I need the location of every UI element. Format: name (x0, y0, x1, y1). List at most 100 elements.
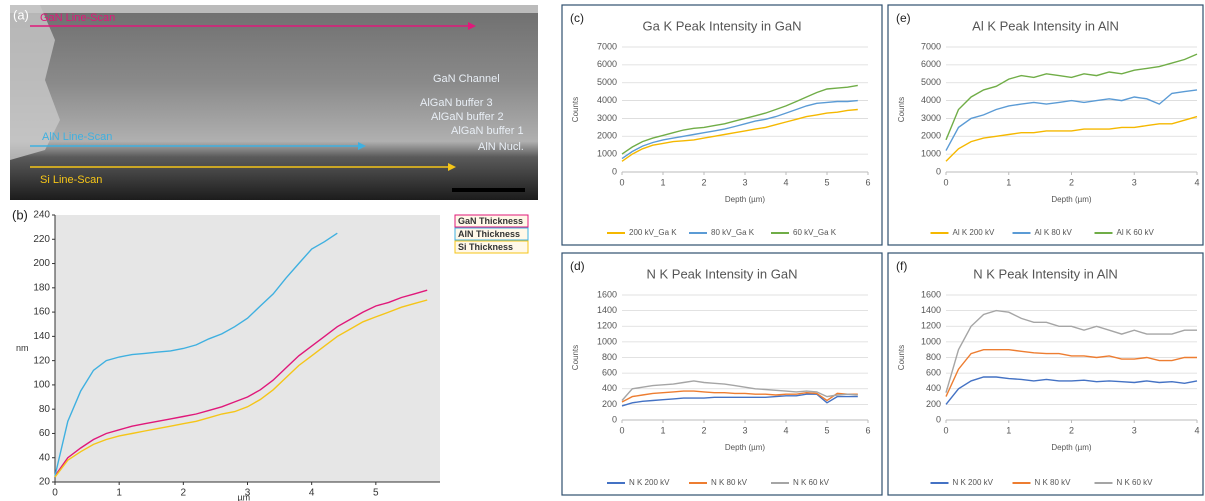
chart-title: Ga K Peak Intensity in GaN (643, 18, 802, 33)
data-line (946, 90, 1197, 151)
x-tick-label: 5 (824, 425, 829, 435)
y-tick-label: 120 (33, 355, 50, 366)
y-tick-label: 5000 (597, 77, 617, 87)
data-line (946, 54, 1197, 140)
data-line (622, 110, 858, 162)
legend-label: 60 kV_Ga K (793, 228, 837, 237)
legend-label: AlN Thickness (458, 229, 520, 239)
x-tick-label: 3 (742, 425, 747, 435)
y-tick-label: 1400 (597, 305, 617, 315)
legend-label: 200 kV_Ga K (629, 228, 677, 237)
y-tick-label: 400 (926, 383, 941, 393)
y-tick-label: 800 (926, 352, 941, 362)
x-tick-label: 5 (373, 488, 379, 499)
y-tick-label: 1000 (921, 149, 941, 159)
x-axis-label: Depth (µm) (1051, 443, 1092, 452)
y-tick-label: 3000 (921, 113, 941, 123)
y-tick-label: 0 (936, 166, 941, 176)
y-axis-label: Counts (571, 97, 580, 122)
legend-label: N K 60 kV (1117, 478, 1154, 487)
x-tick-label: 2 (701, 177, 706, 187)
x-tick-label: 2 (181, 488, 187, 499)
scan-label: GaN Line-Scan (40, 12, 115, 24)
x-tick-label: 2 (701, 425, 706, 435)
scan-label: Si Line-Scan (40, 174, 102, 186)
layer-label: AlGaN buffer 2 (431, 111, 504, 123)
legend-label: Si Thickness (458, 242, 513, 252)
y-axis-label: Counts (571, 345, 580, 370)
chart-title: Al K Peak Intensity in AlN (972, 18, 1119, 33)
x-tick-label: 0 (52, 488, 58, 499)
y-tick-label: 5000 (921, 77, 941, 87)
x-tick-label: 0 (943, 425, 948, 435)
y-tick-label: 1200 (921, 321, 941, 331)
y-axis-label: nm (16, 343, 29, 353)
data-line (946, 117, 1197, 162)
legend-label: N K 80 kV (711, 478, 748, 487)
y-tick-label: 100 (33, 380, 50, 391)
scan-label: AlN Line-Scan (42, 131, 112, 143)
y-tick-label: 80 (39, 404, 51, 415)
legend-label: 80 kV_Ga K (711, 228, 755, 237)
y-tick-label: 7000 (921, 41, 941, 51)
y-tick-label: 0 (612, 414, 617, 424)
y-tick-label: 600 (926, 368, 941, 378)
legend-label: Al K 200 kV (953, 228, 995, 237)
y-tick-label: 1000 (921, 336, 941, 346)
figure: (a) GaN Line-Scan AlN Line-Scan Si Line-… (0, 0, 1205, 501)
legend-label: GaN Thickness (458, 216, 523, 226)
x-tick-label: 6 (865, 425, 870, 435)
legend-label: Al K 80 kV (1035, 228, 1073, 237)
y-tick-label: 1600 (921, 289, 941, 299)
x-tick-label: 4 (1194, 177, 1199, 187)
x-tick-label: 1 (116, 488, 122, 499)
panel-label: (f) (896, 259, 907, 273)
y-tick-label: 200 (602, 399, 617, 409)
x-tick-label: 1 (1006, 425, 1011, 435)
x-tick-label: 6 (865, 177, 870, 187)
data-line (622, 101, 858, 159)
x-tick-label: 1 (660, 425, 665, 435)
x-tick-label: 1 (1006, 177, 1011, 187)
layer-label: AlN Nucl. (478, 141, 524, 153)
y-tick-label: 1000 (597, 149, 617, 159)
x-tick-label: 3 (1132, 177, 1137, 187)
x-tick-label: 4 (783, 425, 788, 435)
y-tick-label: 400 (602, 383, 617, 393)
x-tick-label: 0 (943, 177, 948, 187)
legend-label: N K 60 kV (793, 478, 830, 487)
x-tick-label: 3 (1132, 425, 1137, 435)
plot-background (55, 215, 440, 482)
y-tick-label: 40 (39, 452, 51, 463)
y-tick-label: 200 (33, 258, 50, 269)
y-tick-label: 140 (33, 331, 50, 342)
y-tick-label: 1200 (597, 321, 617, 331)
y-tick-label: 6000 (597, 59, 617, 69)
x-tick-label: 4 (309, 488, 315, 499)
y-tick-label: 160 (33, 307, 50, 318)
layer-label: AlGaN buffer 1 (451, 125, 524, 137)
y-tick-label: 60 (39, 428, 51, 439)
y-axis-label: Counts (897, 97, 906, 122)
y-tick-label: 6000 (921, 59, 941, 69)
panel-label: (b) (12, 207, 28, 222)
x-tick-label: 2 (1069, 177, 1074, 187)
x-tick-label: 3 (742, 177, 747, 187)
y-tick-label: 1600 (597, 289, 617, 299)
y-tick-label: 4000 (921, 95, 941, 105)
chart-title: N K Peak Intensity in GaN (646, 266, 797, 281)
y-tick-label: 7000 (597, 41, 617, 51)
x-tick-label: 4 (783, 177, 788, 187)
y-tick-label: 1400 (921, 305, 941, 315)
y-tick-label: 180 (33, 282, 50, 293)
y-tick-label: 0 (612, 166, 617, 176)
x-tick-label: 3 (245, 488, 251, 499)
x-axis-label: Depth (µm) (725, 443, 766, 452)
legend-label: N K 200 kV (953, 478, 994, 487)
y-tick-label: 240 (33, 210, 50, 221)
panel-label: (a) (13, 7, 29, 22)
y-tick-label: 20 (39, 477, 51, 488)
x-tick-label: 1 (660, 177, 665, 187)
x-tick-label: 0 (619, 425, 624, 435)
layer-label: AlGaN buffer 3 (420, 97, 493, 109)
